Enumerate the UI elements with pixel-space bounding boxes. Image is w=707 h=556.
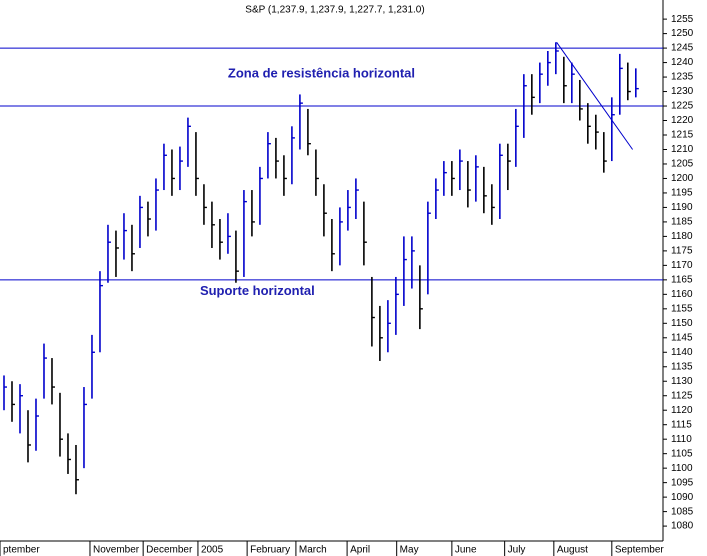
- y-tick-label: 1085: [671, 506, 694, 517]
- y-tick-label: 1230: [671, 86, 694, 97]
- x-tick-label: September: [615, 545, 665, 556]
- x-tick-label: April: [350, 545, 370, 556]
- y-tick-label: 1215: [671, 130, 694, 141]
- y-tick-label: 1115: [671, 419, 692, 430]
- x-tick-label: July: [508, 545, 526, 556]
- y-tick-label: 1245: [671, 43, 694, 54]
- y-tick-label: 1175: [671, 246, 693, 257]
- y-tick-label: 1135: [671, 361, 693, 372]
- x-tick-label: May: [400, 545, 419, 556]
- y-tick-label: 1225: [671, 101, 694, 112]
- y-tick-label: 1165: [671, 274, 693, 285]
- x-tick-label: March: [299, 545, 327, 556]
- x-tick-label: August: [557, 545, 588, 556]
- y-tick-label: 1195: [671, 188, 693, 199]
- y-tick-label: 1170: [671, 260, 693, 271]
- x-tick-label: November: [93, 545, 140, 556]
- y-tick-label: 1190: [671, 202, 693, 213]
- y-tick-label: 1205: [671, 159, 694, 170]
- y-tick-label: 1200: [671, 173, 694, 184]
- trend-line: [556, 42, 634, 150]
- y-tick-label: 1180: [671, 231, 693, 242]
- y-tick-label: 1185: [671, 217, 693, 228]
- y-tick-label: 1240: [671, 57, 694, 68]
- y-tick-label: 1080: [671, 521, 694, 532]
- y-tick-label: 1090: [671, 492, 694, 503]
- y-tick-label: 1160: [671, 289, 693, 300]
- y-tick-label: 1095: [671, 477, 694, 488]
- y-tick-label: 1235: [671, 72, 694, 83]
- y-tick-label: 1210: [671, 144, 694, 155]
- y-tick-label: 1150: [671, 318, 693, 329]
- y-tick-label: 1110: [671, 434, 692, 445]
- y-tick-label: 1155: [671, 303, 693, 314]
- x-tick-label: December: [146, 545, 193, 556]
- y-tick-label: 1140: [671, 347, 693, 358]
- x-tick-label: June: [455, 545, 477, 556]
- x-tick-label: ptember: [3, 545, 40, 556]
- x-tick-label: 2005: [201, 545, 224, 556]
- annotation: Suporte horizontal: [200, 283, 315, 298]
- annotation: Zona de resistência horizontal: [228, 66, 415, 81]
- y-tick-label: 1100: [671, 463, 693, 474]
- x-tick-label: February: [250, 545, 290, 556]
- y-tick-label: 1220: [671, 115, 694, 126]
- y-tick-label: 1125: [671, 390, 693, 401]
- chart-title: S&P (1,237.9, 1,237.9, 1,227.7, 1,231.0): [245, 5, 424, 16]
- y-tick-label: 1120: [671, 405, 693, 416]
- y-tick-label: 1145: [671, 332, 693, 343]
- y-tick-label: 1250: [671, 28, 694, 39]
- y-tick-label: 1255: [671, 14, 694, 25]
- y-tick-label: 1130: [671, 376, 693, 387]
- y-tick-label: 1105: [671, 448, 693, 459]
